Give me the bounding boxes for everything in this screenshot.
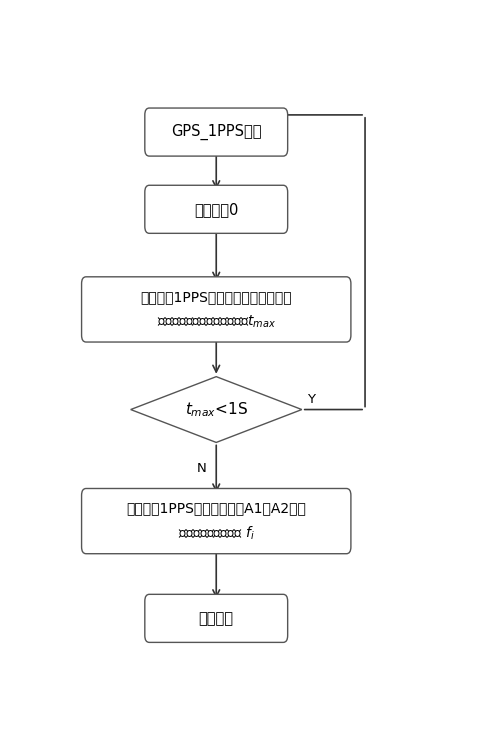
Polygon shape [131, 377, 302, 442]
FancyBboxPatch shape [82, 488, 351, 554]
Text: $t_{max}$<1S: $t_{max}$<1S [185, 400, 248, 419]
Text: 测量相邻1PPS脉冲数即定时计数器的: 测量相邻1PPS脉冲数即定时计数器的 [141, 290, 292, 304]
Text: 定时器清0: 定时器清0 [194, 202, 239, 217]
FancyBboxPatch shape [145, 108, 288, 156]
FancyBboxPatch shape [145, 185, 288, 233]
Text: GPS_1PPS信号: GPS_1PPS信号 [171, 124, 262, 140]
Text: 得晶振实际输出频率 $f_i$: 得晶振实际输出频率 $f_i$ [178, 525, 254, 542]
Text: 计数频率可得定时器最大时间$t_{max}$: 计数频率可得定时器最大时间$t_{max}$ [156, 314, 276, 330]
Text: Y: Y [307, 393, 315, 406]
Text: N: N [196, 462, 206, 476]
FancyBboxPatch shape [145, 594, 288, 643]
Text: 读取相邻1PPS中断计数器值A1和A2，测: 读取相邻1PPS中断计数器值A1和A2，测 [126, 502, 306, 516]
FancyBboxPatch shape [82, 277, 351, 342]
Text: 同步采样: 同步采样 [199, 611, 234, 626]
